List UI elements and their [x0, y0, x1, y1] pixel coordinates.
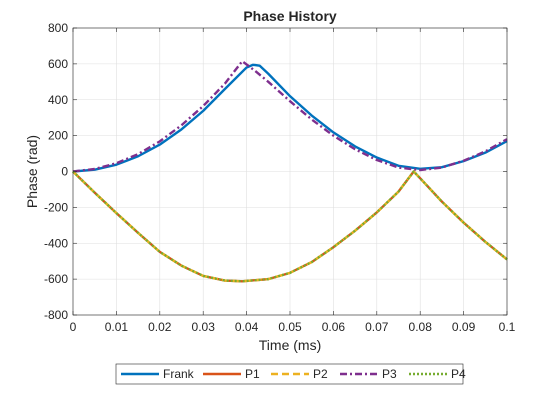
y-tick-label: -400 [44, 236, 68, 250]
x-tick-label: 0.09 [452, 320, 476, 334]
y-tick-label: -200 [44, 200, 68, 214]
series-line-frank [72, 63, 508, 173]
y-tick-label: 800 [48, 21, 68, 35]
chart-title: Phase History [243, 8, 337, 24]
legend-box [115, 363, 464, 385]
x-tick-label: 0.01 [105, 320, 129, 334]
x-tick-label: 0 [70, 320, 77, 334]
y-tick-label: 600 [48, 57, 68, 71]
legend-label: Frank [163, 367, 195, 381]
y-axis-label: Phase (rad) [24, 135, 40, 208]
x-tick-label: 0.08 [409, 320, 433, 334]
x-tick-label: 0.05 [278, 320, 302, 334]
y-tick-label: -600 [44, 272, 68, 286]
legend-items: Frank P1 P2 P3 P4 [121, 367, 466, 381]
legend-label: P2 [313, 367, 328, 381]
series-layer [72, 59, 508, 283]
legend: Frank P1 P2 P3 P4 [115, 363, 466, 385]
x-tick-label: 0.04 [235, 320, 259, 334]
y-tick-label: 0 [61, 165, 68, 179]
legend-label: P3 [382, 367, 397, 381]
x-tick-label: 0.06 [322, 320, 346, 334]
x-tick-label: 0.1 [499, 320, 516, 334]
legend-label: P1 [245, 367, 260, 381]
legend-label: P4 [451, 367, 466, 381]
x-tick-label: 0.02 [148, 320, 172, 334]
series-line-p4 [72, 170, 508, 283]
x-tick-label: 0.03 [192, 320, 216, 334]
x-axis-label: Time (ms) [259, 337, 321, 353]
x-tick-label: 0.07 [365, 320, 389, 334]
y-tick-label: -800 [44, 308, 68, 322]
y-tick-label: 200 [48, 129, 68, 143]
tick-layer: 0 0.01 0.02 0.03 0.04 0.05 0.06 0.07 0.08 0.09 0.1… [44, 21, 516, 334]
y-tick-label: 400 [48, 93, 68, 107]
series-line-p3 [72, 59, 508, 173]
